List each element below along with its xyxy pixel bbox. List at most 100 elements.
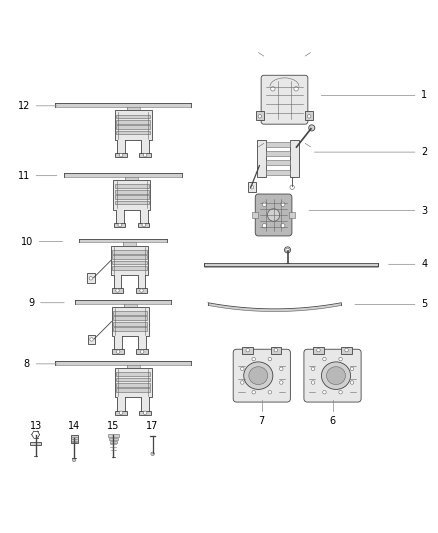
Bar <box>115 110 152 140</box>
Text: 1: 1 <box>421 91 427 100</box>
Text: 15: 15 <box>107 421 120 431</box>
Bar <box>266 151 290 156</box>
Bar <box>257 140 266 177</box>
Bar <box>116 389 150 392</box>
Circle shape <box>290 185 294 189</box>
Circle shape <box>317 349 320 352</box>
FancyBboxPatch shape <box>233 349 290 402</box>
Bar <box>271 348 281 354</box>
Bar <box>113 322 148 326</box>
Circle shape <box>339 391 343 394</box>
Circle shape <box>142 223 145 227</box>
Bar <box>266 142 290 147</box>
Ellipse shape <box>249 367 268 385</box>
Bar <box>116 115 150 118</box>
FancyBboxPatch shape <box>261 75 308 124</box>
Text: 9: 9 <box>28 298 34 308</box>
Circle shape <box>119 154 123 157</box>
Circle shape <box>323 391 326 394</box>
Bar <box>114 223 125 227</box>
Bar <box>116 120 150 124</box>
Bar <box>204 263 378 266</box>
Bar <box>116 153 127 157</box>
Circle shape <box>89 277 92 280</box>
Circle shape <box>250 185 254 189</box>
Text: 7: 7 <box>259 416 265 426</box>
Circle shape <box>311 381 315 384</box>
Bar <box>112 255 147 259</box>
Circle shape <box>143 411 147 415</box>
Text: 8: 8 <box>24 359 30 369</box>
Circle shape <box>141 350 144 353</box>
Circle shape <box>311 367 315 370</box>
Circle shape <box>246 349 250 352</box>
Circle shape <box>117 350 120 353</box>
Circle shape <box>140 289 143 292</box>
Text: 10: 10 <box>21 237 33 247</box>
Bar <box>243 348 253 354</box>
Circle shape <box>118 223 121 227</box>
Circle shape <box>116 289 119 292</box>
Text: 12: 12 <box>18 101 30 111</box>
Circle shape <box>151 452 154 456</box>
Bar <box>289 212 295 217</box>
Bar <box>113 327 148 331</box>
Circle shape <box>240 367 244 370</box>
Bar <box>112 266 147 270</box>
Bar <box>313 348 324 354</box>
Bar <box>256 111 264 120</box>
Bar <box>305 111 313 120</box>
Circle shape <box>262 202 267 206</box>
Text: 11: 11 <box>18 171 30 181</box>
Circle shape <box>281 223 285 228</box>
Bar <box>113 311 148 315</box>
Bar <box>247 182 256 192</box>
Circle shape <box>252 357 255 361</box>
Ellipse shape <box>321 362 350 390</box>
Text: 17: 17 <box>146 421 159 431</box>
Bar <box>115 368 152 398</box>
Bar <box>112 250 147 254</box>
Circle shape <box>258 115 261 118</box>
Circle shape <box>90 338 93 341</box>
Bar <box>112 261 147 264</box>
Text: 13: 13 <box>29 421 42 431</box>
Circle shape <box>268 357 272 361</box>
Circle shape <box>119 411 123 415</box>
Circle shape <box>274 349 278 352</box>
Bar <box>113 180 150 210</box>
Bar <box>30 441 41 445</box>
FancyBboxPatch shape <box>304 349 361 402</box>
Circle shape <box>307 115 311 118</box>
Text: 5: 5 <box>421 300 427 310</box>
Bar <box>266 160 290 165</box>
Bar <box>290 140 299 177</box>
Bar <box>116 377 150 381</box>
Circle shape <box>309 125 315 131</box>
Bar <box>109 438 118 440</box>
Bar <box>266 169 290 175</box>
Text: 2: 2 <box>421 147 427 157</box>
Bar <box>87 273 95 283</box>
Circle shape <box>271 87 275 91</box>
Circle shape <box>339 357 343 361</box>
Bar <box>115 200 149 204</box>
Circle shape <box>350 367 354 370</box>
Bar <box>138 223 149 227</box>
Bar <box>341 348 352 354</box>
Circle shape <box>268 391 272 394</box>
Bar <box>113 350 124 354</box>
Bar <box>110 441 117 443</box>
Circle shape <box>240 381 244 384</box>
FancyBboxPatch shape <box>255 194 292 236</box>
Circle shape <box>281 202 285 206</box>
Bar <box>115 184 149 188</box>
Circle shape <box>279 367 283 370</box>
Bar <box>115 195 149 199</box>
Text: 4: 4 <box>421 260 427 269</box>
Circle shape <box>345 349 348 352</box>
Ellipse shape <box>244 362 273 390</box>
Bar <box>112 306 149 336</box>
Bar <box>116 372 150 376</box>
Text: 14: 14 <box>68 421 80 431</box>
